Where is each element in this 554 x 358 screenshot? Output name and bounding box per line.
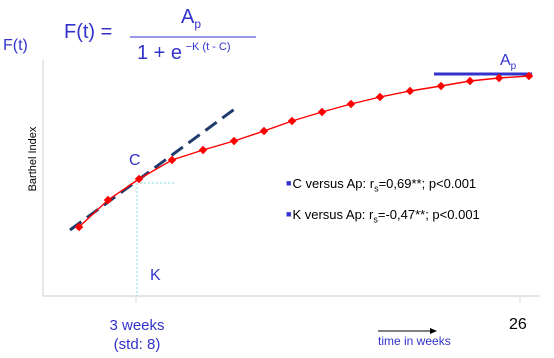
plateau-label-subscript: p [510, 61, 517, 72]
y-axis-label: Barthel Index [27, 126, 39, 192]
annotation-k-sub: s [373, 214, 378, 225]
curve-markers [74, 71, 534, 232]
annotation-c-sub: s [374, 183, 379, 194]
y-axis-short-label: F(t) [3, 37, 28, 54]
x-tick-label-3-weeks: 3 weeks (std: 8) [96, 316, 178, 354]
annotation-k-post: =-0,47**; p<0.001 [377, 207, 480, 222]
formula-denominator: 1 + e −K (t - C) [137, 41, 231, 65]
c-label: C [129, 152, 141, 169]
bullet-icon: ■ [286, 178, 292, 188]
formula-lhs: F(t) = [64, 21, 113, 43]
x-tick-label-line1: 3 weeks [109, 317, 165, 334]
bullet-icon: ■ [286, 209, 292, 219]
x-tick-label-line2: (std: 8) [113, 336, 161, 353]
formula-numerator: Ap [181, 6, 202, 31]
x-axis-label: time in weeks [378, 334, 451, 348]
annotation-c-post: =0,69**; p<0.001 [378, 176, 477, 191]
formula-exponent: −K (t - C) [185, 41, 231, 53]
annotation-k-pre: K versus Ap: r [292, 207, 374, 222]
page-number: 26 [509, 316, 527, 333]
k-label: K [150, 267, 161, 284]
formula-numerator-subscript: p [194, 17, 202, 31]
formula-denominator-base: 1 + e [137, 42, 183, 64]
formula-numerator-symbol: A [181, 6, 195, 28]
time-arrow-head [430, 328, 437, 334]
annotation-k-versus-ap: ■K versus Ap: rs=-0,47**; p<0.001 [286, 207, 480, 225]
sigmoid-curve [78, 75, 530, 228]
plateau-label: Ap [500, 52, 517, 72]
annotation-c-pre: C versus Ap: r [292, 176, 375, 191]
annotation-c-versus-ap: ■C versus Ap: rs=0,69**; p<0.001 [286, 176, 476, 194]
plateau-label-symbol: A [500, 52, 511, 69]
